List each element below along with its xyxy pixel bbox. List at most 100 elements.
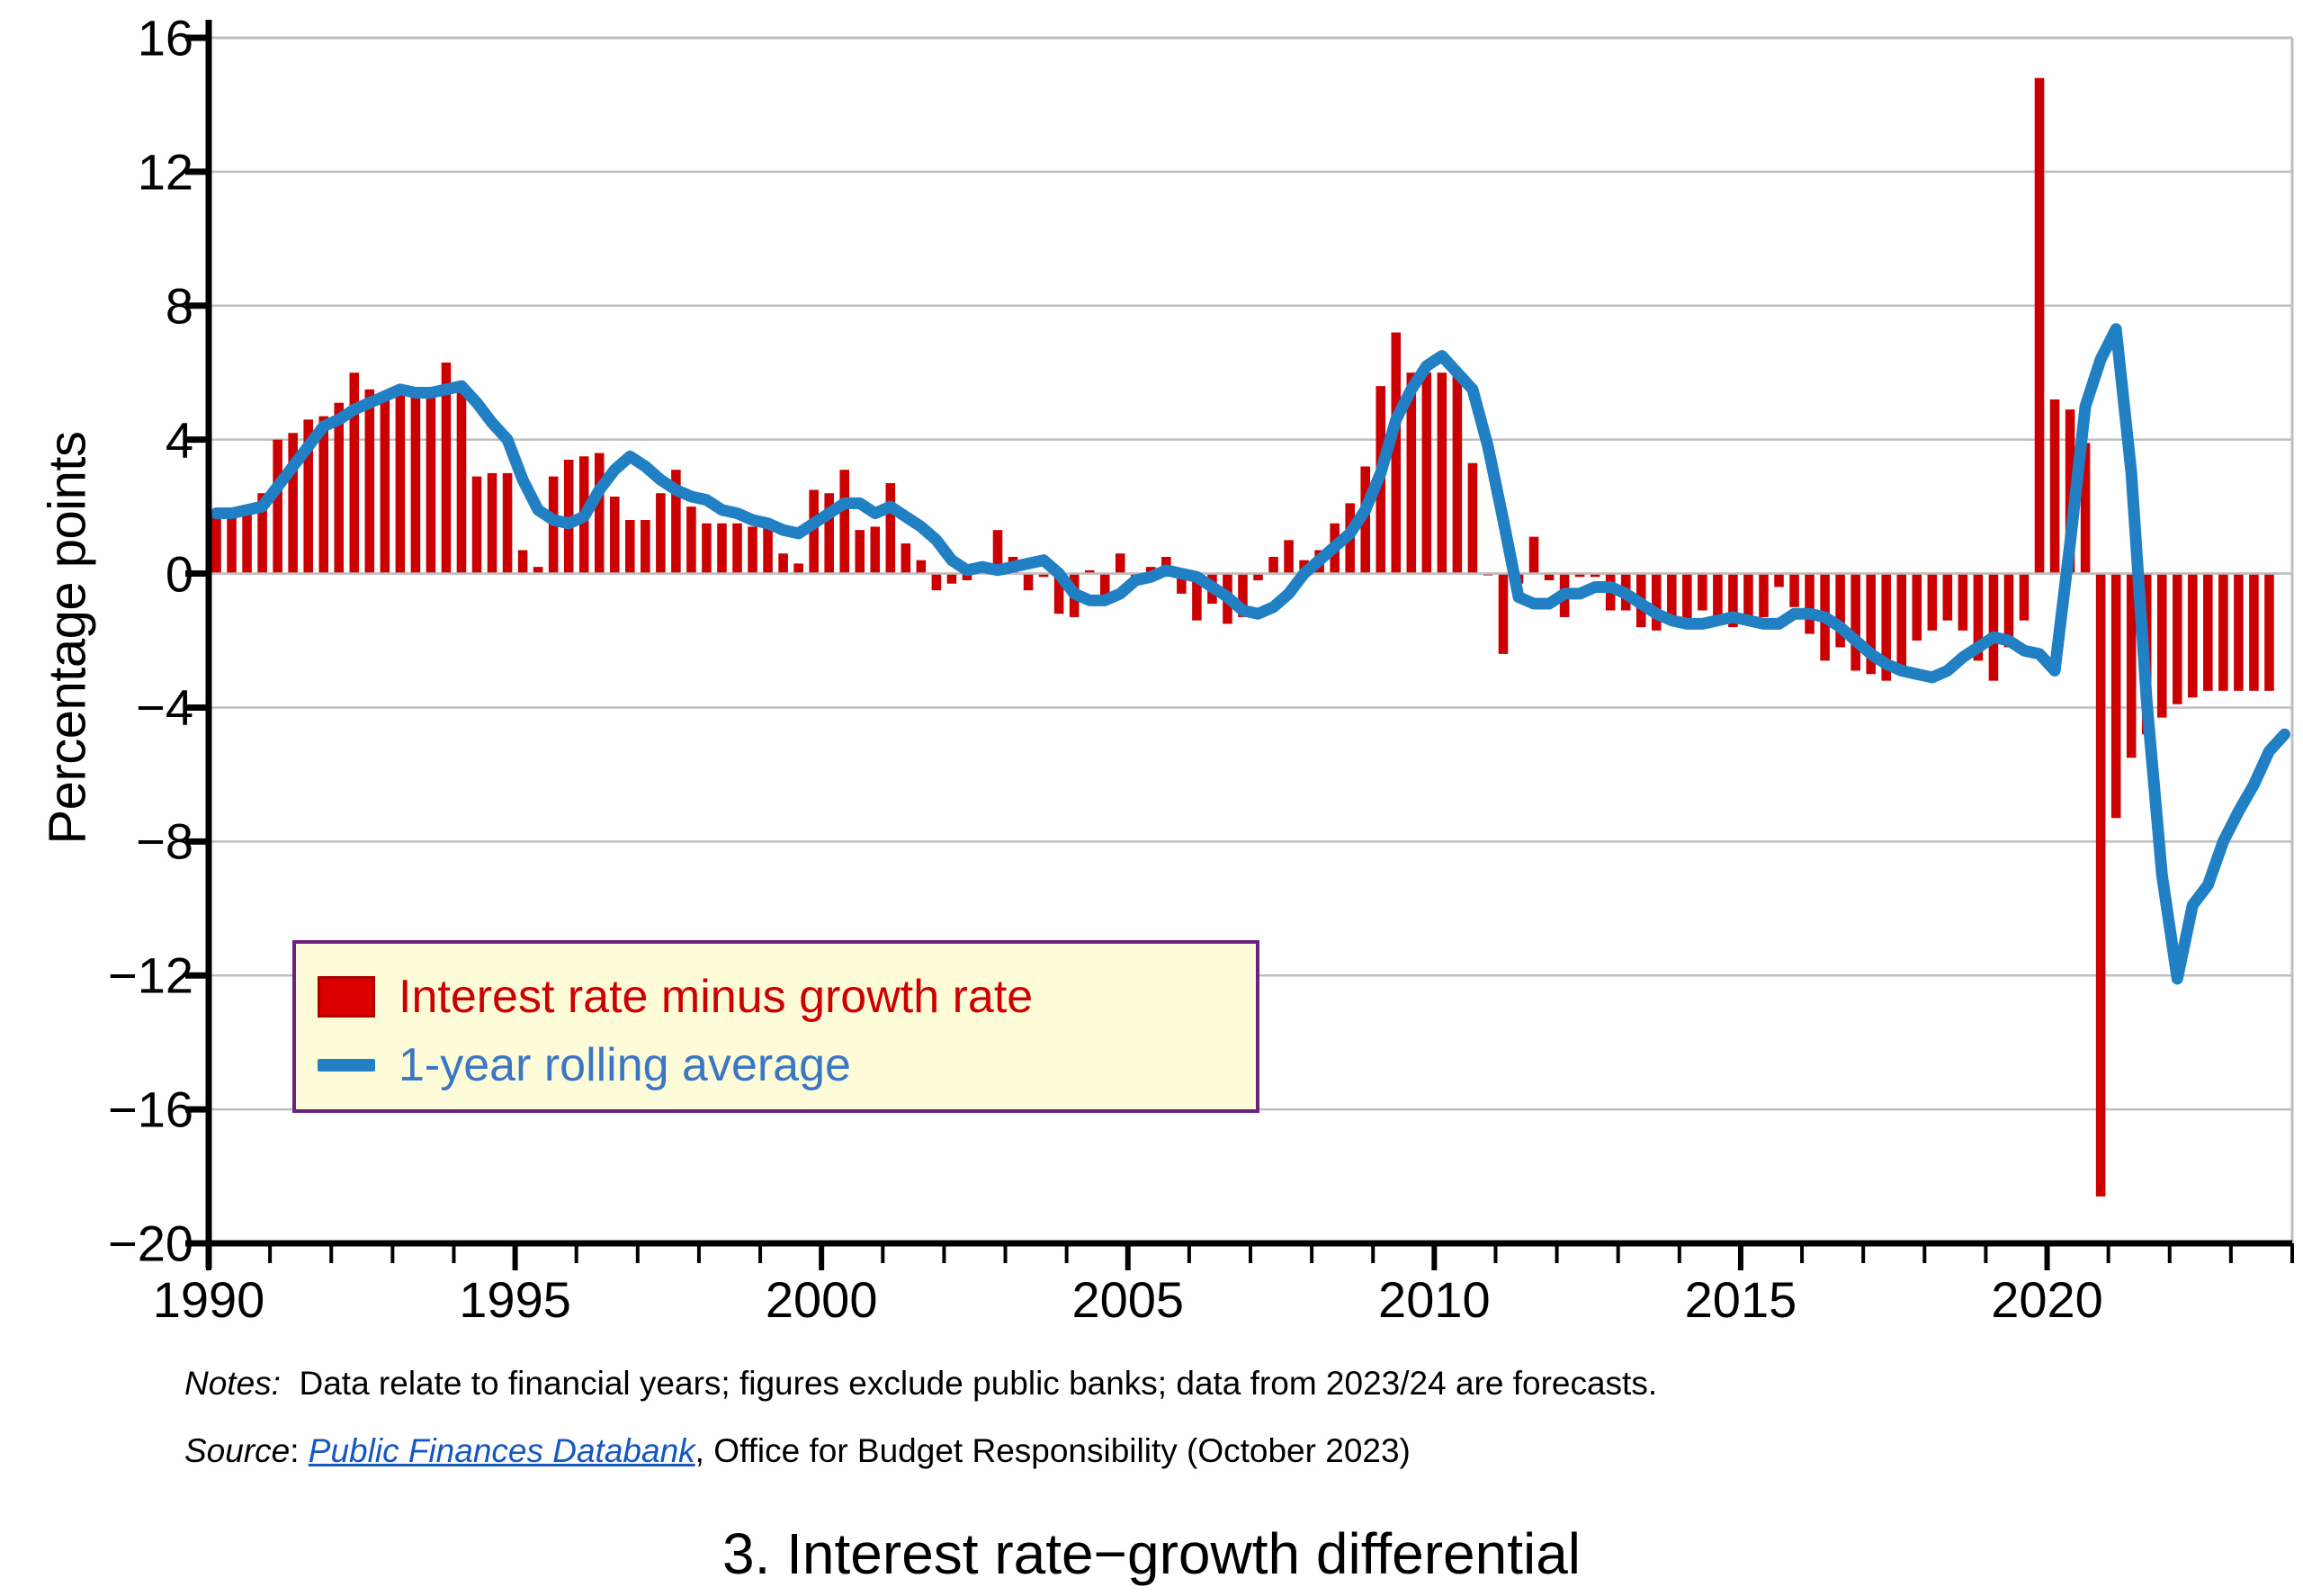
bar — [533, 567, 543, 574]
bar — [2173, 573, 2182, 704]
bar — [793, 563, 803, 574]
source-link[interactable]: Public Finances Databank — [308, 1432, 695, 1469]
bar — [1927, 573, 1938, 631]
source-rest: , Office for Budget Responsibility (Octo… — [694, 1432, 1411, 1469]
bar — [1284, 540, 1294, 574]
bar — [2080, 443, 2091, 574]
y-tick-label: −4 — [136, 678, 193, 736]
bar — [1452, 372, 1463, 574]
bar — [839, 470, 849, 574]
source-colon: : — [290, 1432, 300, 1469]
bar — [610, 496, 620, 574]
bar — [1743, 573, 1753, 624]
source-line: Source: Public Finances Databank, Office… — [184, 1432, 1411, 1470]
bar — [2019, 573, 2030, 621]
bar — [732, 523, 742, 574]
bar — [1023, 573, 1034, 591]
bar — [962, 573, 972, 580]
bar — [1881, 573, 1891, 681]
bar — [1896, 573, 1907, 675]
bar — [748, 526, 757, 574]
bar — [1835, 573, 1845, 648]
bar — [1973, 573, 1984, 661]
bar — [380, 392, 390, 574]
legend-bar-swatch-icon — [318, 976, 375, 1018]
bar — [1850, 573, 1860, 671]
bar — [441, 363, 452, 574]
y-tick-label: 12 — [137, 143, 193, 201]
bar — [625, 520, 635, 574]
legend-item-bars: Interest rate minus growth rate — [318, 965, 1033, 1028]
bar — [1115, 553, 1125, 574]
bar — [763, 523, 773, 574]
bar — [2034, 77, 2045, 574]
bar — [1192, 573, 1202, 621]
notes-line: Notes: Data relate to financial years; f… — [184, 1365, 1657, 1403]
bar — [2003, 573, 2014, 648]
chart-legend: Interest rate minus growth rate 1-year r… — [292, 940, 1259, 1113]
bar — [946, 573, 957, 584]
bar — [1759, 573, 1769, 617]
bar — [870, 526, 881, 574]
bar — [334, 402, 345, 574]
x-tick-label: 2015 — [1684, 1271, 1797, 1328]
bar — [349, 372, 360, 574]
bar — [1084, 569, 1095, 574]
bar — [211, 513, 221, 574]
bar — [1942, 573, 1953, 621]
bar — [1146, 567, 1156, 574]
bar — [1866, 573, 1876, 675]
bar — [395, 389, 406, 574]
bar — [456, 392, 467, 574]
bar — [1437, 372, 1447, 574]
bar-series — [211, 77, 2274, 1197]
y-tick-label: 16 — [137, 9, 193, 67]
bar — [1528, 536, 1539, 574]
bar — [1590, 573, 1600, 578]
bar — [242, 513, 252, 574]
bar — [1467, 462, 1478, 574]
bar — [318, 416, 328, 574]
bar — [641, 520, 650, 574]
bar — [257, 493, 267, 574]
bar — [1774, 573, 1784, 587]
bar — [809, 489, 819, 574]
bar — [1099, 573, 1110, 601]
bar — [426, 396, 436, 574]
bar — [2095, 573, 2106, 1197]
bar — [931, 573, 942, 591]
bar — [1038, 573, 1049, 578]
bar — [2049, 399, 2060, 574]
bar — [855, 530, 865, 574]
x-tick-label: 2010 — [1378, 1271, 1491, 1328]
x-tick-label: 2000 — [765, 1271, 878, 1328]
bar — [1805, 573, 1815, 634]
bar — [487, 472, 497, 574]
bar — [824, 493, 834, 574]
chart-title: 3. Interest rate−growth differential — [721, 1521, 1582, 1586]
bar — [1421, 372, 1432, 574]
legend-line-swatch-icon — [318, 1059, 375, 1071]
bar — [2156, 573, 2167, 718]
bar — [227, 516, 237, 574]
source-label: Source — [184, 1432, 291, 1469]
bar — [502, 472, 513, 574]
bar — [656, 493, 666, 574]
bar — [1728, 573, 1738, 628]
legend-label-bars: Interest rate minus growth rate — [399, 971, 1034, 1023]
y-tick-label: −12 — [108, 946, 193, 1004]
bar — [1253, 573, 1263, 580]
legend-label-line: 1-year rolling average — [399, 1039, 851, 1091]
bar — [992, 530, 1003, 574]
bar — [303, 419, 313, 574]
x-tick-label: 2020 — [1991, 1271, 2103, 1328]
bar — [686, 507, 696, 574]
bar — [1789, 573, 1799, 607]
x-tick-label: 2005 — [1071, 1271, 1185, 1328]
bar — [1698, 573, 1707, 611]
bar — [2203, 573, 2213, 691]
bar — [1958, 573, 1968, 631]
bar — [885, 483, 896, 574]
